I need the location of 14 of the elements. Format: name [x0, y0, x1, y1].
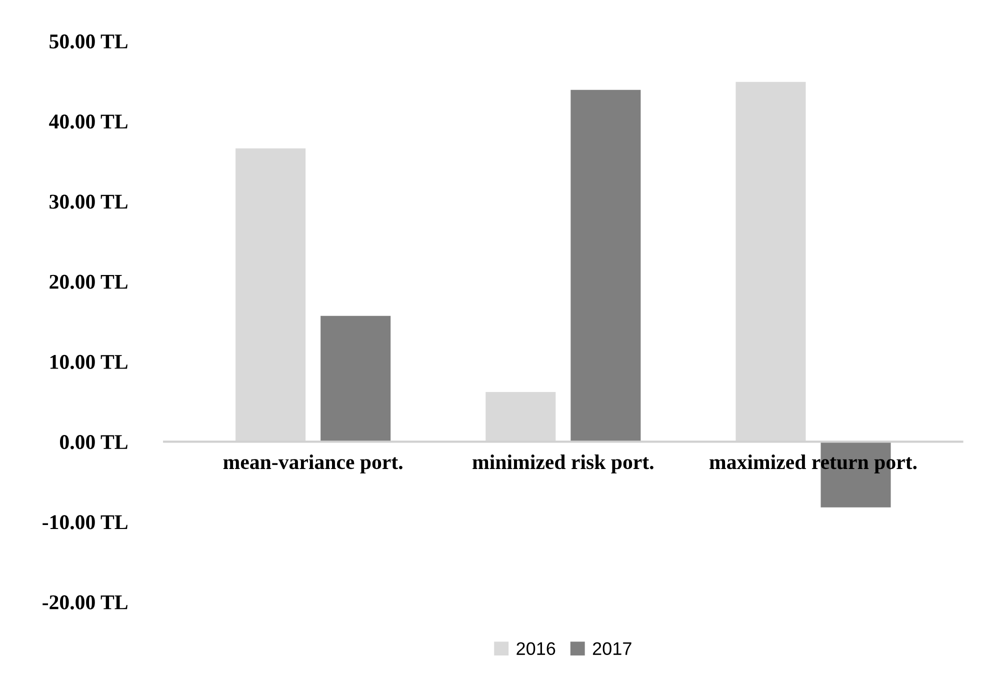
legend-label: 2017 [592, 642, 632, 656]
y-tick-label: -20.00 TL [42, 595, 128, 610]
bar [570, 90, 641, 442]
bar [320, 316, 391, 442]
y-tick-label: 40.00 TL [49, 114, 128, 129]
x-tick-label: mean-variance port. [223, 454, 402, 474]
y-tick-label: 10.00 TL [50, 354, 128, 370]
legend-label: 2016 [516, 642, 556, 656]
y-tick-label: 0.00 TL [60, 435, 128, 450]
y-tick-label: 50.00 TL [50, 34, 128, 49]
y-tick-label: 30.00 TL [50, 194, 128, 209]
y-tick-label: 20.00 TL [50, 274, 128, 289]
y-tick-label: -10.00 TL [42, 515, 128, 530]
x-tick-label: minimized risk port. [472, 454, 654, 474]
